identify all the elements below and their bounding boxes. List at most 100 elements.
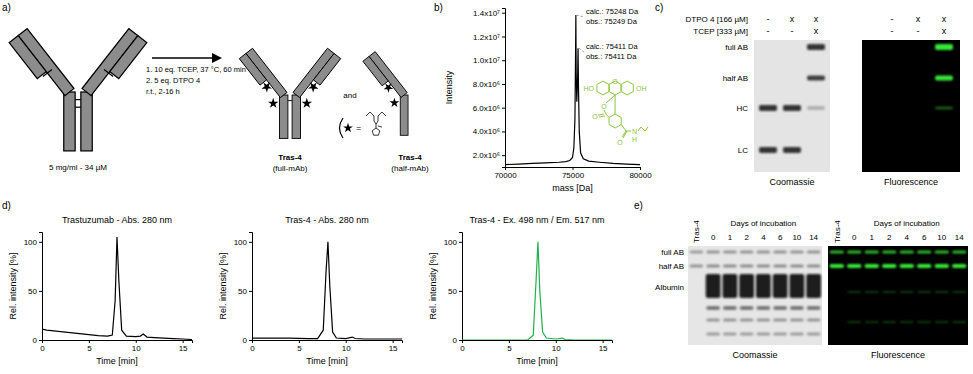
tick-mark [249, 291, 252, 292]
lane-mark: x [814, 14, 819, 24]
gel-band [773, 333, 787, 336]
gel-band [723, 251, 737, 254]
dye-star [381, 80, 394, 93]
label: 5 mg/ml - 34 µM [49, 163, 107, 172]
chart-title: Trastuzumab - Abs. 280 nm [62, 215, 172, 225]
hinge-bond [75, 107, 81, 108]
tick-label: 15 [179, 344, 188, 353]
tick-label: 10 [342, 344, 351, 353]
tick: 1.4x10⁷ [473, 9, 505, 18]
linker-structure [366, 112, 386, 135]
tick-mark [502, 108, 505, 109]
tick: 5 [297, 340, 302, 353]
tick-mark [249, 242, 252, 243]
gel-band [759, 147, 777, 153]
gel-band [882, 291, 897, 293]
tick: 8.0x10⁶ [473, 80, 505, 89]
gel-band [740, 319, 754, 322]
x-axis-title: mass [Da] [552, 183, 593, 193]
atom-label: O [601, 103, 607, 110]
light-chain [110, 36, 147, 79]
gel-band [900, 251, 915, 254]
condition: r.t., 2-16 h [146, 87, 180, 96]
y-axis-title: Rel. intensity [%] [218, 252, 228, 319]
ring [597, 81, 609, 95]
gel-background [688, 246, 822, 345]
heavy-chain-stem [280, 95, 288, 138]
dye-star [268, 98, 279, 108]
gel-band [865, 291, 880, 293]
tick-mark [573, 167, 574, 170]
gel-band [847, 291, 862, 293]
plot-area [42, 237, 192, 340]
tick-label: 5 [87, 344, 92, 353]
tick-mark [459, 291, 462, 292]
gel-band [935, 251, 950, 254]
product-form: (full-mAb) [273, 164, 308, 173]
plot-area [462, 242, 612, 340]
tick: 15 [179, 340, 188, 353]
tick-mark [39, 291, 42, 292]
conjunction: and [343, 91, 356, 100]
gel-band [757, 251, 771, 254]
panel-label: c) [655, 2, 663, 13]
tick-mark [393, 340, 394, 343]
gel-coomassie [754, 40, 830, 172]
tick-mark [136, 340, 137, 343]
antibody [9, 29, 147, 151]
gel-band [723, 274, 738, 298]
y-axis: 050100 [444, 233, 463, 346]
day-label: 14 [955, 233, 964, 242]
gel-band [917, 291, 932, 293]
gel-band [740, 333, 754, 336]
gel-band [690, 251, 704, 254]
gel-band [900, 291, 915, 293]
gel-band [935, 44, 953, 50]
gel-band [706, 251, 720, 254]
gel-band [757, 306, 771, 310]
lane-mark: - [891, 26, 894, 36]
annotation-leader [579, 48, 584, 52]
gel-band [739, 274, 754, 298]
band-label: full AB [661, 248, 684, 257]
tick-mark [509, 340, 510, 343]
arrow-head [212, 53, 222, 63]
heavy-chain-stem [64, 92, 75, 151]
lane-mark: x [916, 14, 921, 24]
gel-band [740, 251, 754, 254]
tick-label: 70000 [494, 171, 517, 180]
tick-label: 100 [234, 238, 248, 247]
gel-band [773, 265, 787, 268]
gel-background [754, 40, 830, 172]
gel-band [706, 274, 721, 298]
gel-band [882, 251, 897, 254]
gel-band [706, 265, 720, 268]
annotation: calc.: 75411 Da [586, 42, 638, 51]
tick-mark [299, 340, 300, 343]
gel-band [740, 265, 754, 268]
tick: 0 [460, 340, 465, 353]
dye-star [306, 79, 320, 93]
tick: 1.2x10⁷ [473, 33, 505, 42]
tick: 6.0x10⁶ [473, 104, 505, 113]
day-label: 10 [792, 233, 801, 242]
y-axis-title: Rel. intensity [%] [428, 252, 438, 319]
tick-mark [39, 340, 42, 341]
panel-label: a) [2, 2, 11, 13]
gel-band [900, 264, 915, 268]
gel-band [952, 321, 967, 323]
reaction-arrow [152, 57, 214, 59]
gel-band [723, 319, 737, 322]
chart-title: Tras-4 - Abs. 280 nm [285, 215, 369, 225]
day-label: 0 [711, 233, 716, 242]
day-label: 4 [761, 233, 766, 242]
antibody-arm [238, 48, 287, 103]
tick: 50 [238, 287, 252, 296]
gel-band [706, 319, 720, 322]
chart-title: Tras-4 - Ex. 498 nm / Em. 517 nm [469, 215, 604, 225]
gel-band [723, 333, 737, 336]
y-axis: 2.0x10⁶4.0x10⁶6.0x10⁶8.0x10⁶1.0x10⁷1.2x1… [473, 9, 506, 168]
band-label: Albumin [655, 283, 684, 292]
hinge-bond [75, 99, 81, 100]
day-label: 2 [744, 233, 749, 242]
